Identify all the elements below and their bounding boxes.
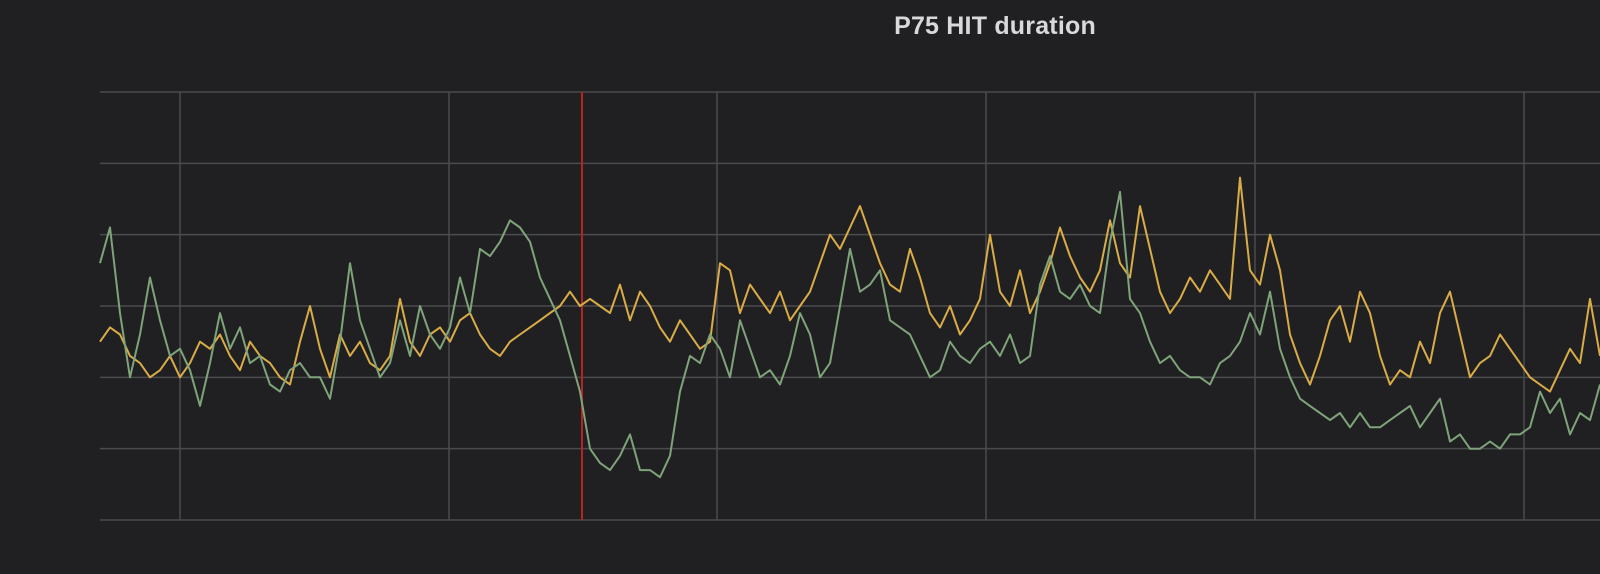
grid <box>100 91 1600 521</box>
chart-title: P75 HIT duration <box>894 12 1096 40</box>
chart-marks <box>99 92 1600 520</box>
series-line-1 <box>99 176 1600 393</box>
series-line-2 <box>99 190 1600 479</box>
